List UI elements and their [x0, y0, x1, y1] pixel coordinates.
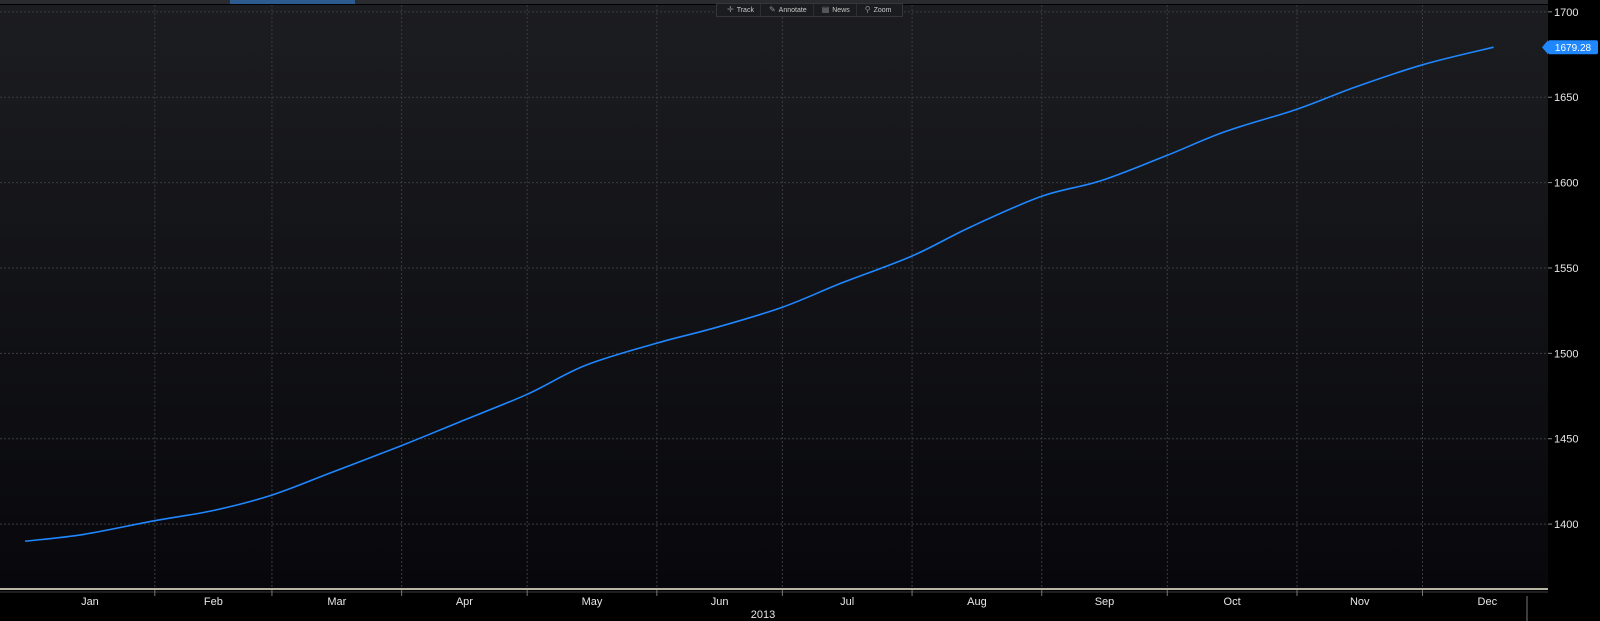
top-tab-active — [230, 0, 355, 4]
top-tab-strip — [0, 0, 1548, 4]
data-point — [527, 394, 528, 395]
x-tick-label: Dec — [1478, 596, 1498, 608]
x-tick-label: Jun — [711, 596, 729, 608]
last-value-badge: 1679.28 — [1542, 40, 1598, 55]
data-point — [460, 421, 461, 422]
news-label: News — [832, 6, 850, 14]
series-line — [25, 46, 1494, 542]
data-point — [1493, 47, 1494, 48]
data-point — [213, 510, 214, 511]
x-tick-label: Nov — [1350, 596, 1370, 608]
x-tick-label: Jan — [81, 596, 99, 608]
data-point — [1422, 64, 1423, 65]
series-layer — [25, 46, 1494, 542]
last-value-badge-pointer — [1542, 40, 1548, 55]
grid-lines — [0, 5, 1548, 589]
y-tick-label: 1700 — [1554, 7, 1578, 19]
x-tick-label: Feb — [204, 596, 223, 608]
y-tick-label: 1450 — [1554, 434, 1578, 446]
zoom-button[interactable]: ⚲ Zoom — [859, 4, 898, 16]
x-axis: Jan Feb Mar Apr May Jun Jul Aug Sep Oct Nov Dec — [81, 590, 1528, 621]
plot-area — [0, 5, 1548, 589]
data-point — [715, 327, 716, 328]
x-tick-label: Aug — [967, 596, 987, 608]
annotate-label: Annotate — [778, 6, 807, 14]
data-point — [401, 445, 402, 446]
data-point — [25, 541, 26, 542]
chart-toolbar: ✛ Track ✎ Annotate ▤ News ⚲ Zoom — [716, 3, 903, 17]
data-point — [1225, 131, 1226, 132]
last-value-label: 1679.28 — [1555, 43, 1592, 54]
track-label: Track — [736, 6, 754, 14]
annotate-button[interactable]: ✎ Annotate — [763, 4, 814, 16]
y-tick-label: 1400 — [1554, 519, 1578, 531]
data-point — [1100, 180, 1101, 181]
data-point — [1167, 155, 1168, 156]
y-tick-label: 1550 — [1554, 263, 1578, 275]
data-point — [1041, 196, 1042, 197]
x-tick-label: Mar — [327, 596, 346, 608]
crosshair-icon: ✛ — [727, 5, 734, 14]
data-point — [271, 495, 272, 496]
data-point — [1355, 86, 1356, 87]
x-axis-year-label: 2013 — [751, 609, 775, 621]
y-tick-label: 1600 — [1554, 178, 1578, 190]
data-point — [840, 283, 841, 284]
x-tick-label: May — [582, 596, 603, 608]
x-tick-label: Jul — [840, 596, 854, 608]
y-tick-label: 1500 — [1554, 348, 1578, 360]
track-button[interactable]: ✛ Track — [721, 4, 761, 16]
x-tick-label: Sep — [1095, 596, 1115, 608]
data-point — [656, 343, 657, 344]
data-point — [1296, 109, 1297, 110]
news-icon: ▤ — [821, 5, 830, 14]
pencil-icon: ✎ — [768, 5, 776, 14]
data-point — [83, 534, 84, 535]
y-tick-label: 1650 — [1554, 92, 1578, 104]
last-value-badge-bg — [1548, 40, 1598, 55]
data-point — [782, 307, 783, 308]
data-point — [154, 520, 155, 521]
zoom-label: Zoom — [873, 6, 892, 14]
x-tick-label: Apr — [456, 596, 473, 608]
magnifier-icon: ⚲ — [864, 5, 871, 14]
x-tick-label: Oct — [1224, 596, 1241, 608]
data-point — [330, 472, 331, 473]
data-point — [912, 255, 913, 256]
y-axis: 1400 1450 1500 1550 1600 1650 1700 — [1548, 7, 1578, 531]
news-button[interactable]: ▤ News — [816, 4, 857, 16]
data-point — [585, 365, 586, 366]
data-point — [970, 226, 971, 227]
